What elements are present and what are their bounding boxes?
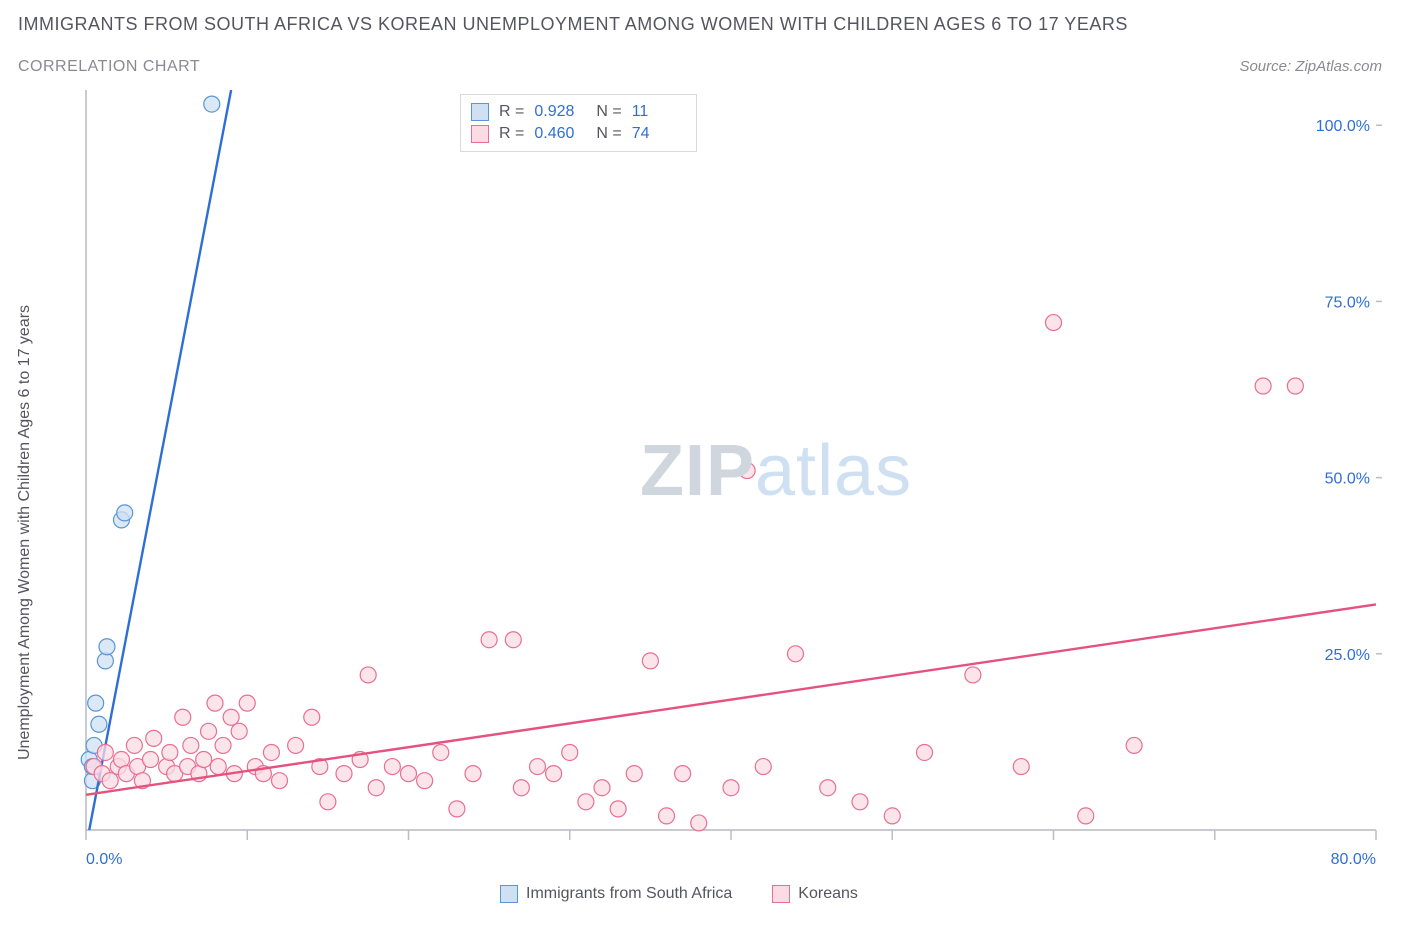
- data-point-koreans: [102, 773, 118, 789]
- r-label: R =: [499, 123, 524, 145]
- y-tick-label: 100.0%: [1316, 118, 1370, 135]
- data-point-koreans: [146, 730, 162, 746]
- legend-item-sa: Immigrants from South Africa: [500, 885, 732, 903]
- data-point-koreans: [562, 744, 578, 760]
- r-label: R =: [499, 101, 524, 123]
- data-point-koreans: [201, 723, 217, 739]
- data-point-koreans: [417, 773, 433, 789]
- data-point-koreans: [207, 695, 223, 711]
- n-value-kr: 74: [632, 123, 684, 145]
- correlation-chart: 0.0% 80.0% 25.0% 50.0% 75.0% 100.0%: [52, 90, 1382, 870]
- data-point-koreans: [231, 723, 247, 739]
- data-point-koreans: [320, 794, 336, 810]
- data-point-koreans: [917, 744, 933, 760]
- data-point-koreans: [368, 780, 384, 796]
- data-point-koreans: [691, 815, 707, 831]
- data-point-koreans: [626, 766, 642, 782]
- data-point-koreans: [610, 801, 626, 817]
- stats-row-sa: R = 0.928 N = 11: [471, 101, 684, 123]
- data-point-koreans: [384, 759, 400, 775]
- legend-label-kr: Koreans: [798, 885, 858, 903]
- trend-line-koreans: [86, 604, 1376, 794]
- data-point-koreans: [183, 737, 199, 753]
- swatch-sa-icon: [500, 885, 518, 903]
- data-point-koreans: [739, 463, 755, 479]
- y-tick-label: 75.0%: [1325, 294, 1370, 311]
- swatch-south-africa: [471, 103, 489, 121]
- data-point-koreans: [1255, 378, 1271, 394]
- r-value-sa: 0.928: [534, 101, 586, 123]
- legend-label-sa: Immigrants from South Africa: [526, 885, 732, 903]
- data-point-koreans: [288, 737, 304, 753]
- data-point-koreans: [1046, 315, 1062, 331]
- data-point-koreans: [642, 653, 658, 669]
- data-point-south-africa: [117, 505, 133, 521]
- data-point-koreans: [1126, 737, 1142, 753]
- legend-item-kr: Koreans: [772, 885, 858, 903]
- data-point-koreans: [449, 801, 465, 817]
- data-point-koreans: [336, 766, 352, 782]
- data-point-koreans: [481, 632, 497, 648]
- data-point-koreans: [659, 808, 675, 824]
- data-point-koreans: [97, 744, 113, 760]
- data-point-koreans: [578, 794, 594, 810]
- data-point-south-africa: [91, 716, 107, 732]
- data-point-koreans: [401, 766, 417, 782]
- data-point-koreans: [360, 667, 376, 683]
- data-point-koreans: [530, 759, 546, 775]
- n-value-sa: 11: [632, 101, 684, 123]
- x-tick-label: 80.0%: [1331, 851, 1376, 868]
- data-point-koreans: [162, 744, 178, 760]
- swatch-kr-icon: [772, 885, 790, 903]
- data-point-koreans: [210, 759, 226, 775]
- data-point-koreans: [513, 780, 529, 796]
- series-legend: Immigrants from South Africa Koreans: [500, 885, 858, 903]
- n-label: N =: [596, 101, 621, 123]
- r-value-kr: 0.460: [534, 123, 586, 145]
- data-point-koreans: [1287, 378, 1303, 394]
- chart-subtitle: CORRELATION CHART: [18, 58, 200, 76]
- data-point-koreans: [263, 744, 279, 760]
- chart-title: IMMIGRANTS FROM SOUTH AFRICA VS KOREAN U…: [18, 14, 1128, 35]
- data-point-south-africa: [204, 96, 220, 112]
- data-point-south-africa: [88, 695, 104, 711]
- data-point-koreans: [196, 752, 212, 768]
- data-point-koreans: [723, 780, 739, 796]
- data-point-koreans: [304, 709, 320, 725]
- data-point-koreans: [143, 752, 159, 768]
- data-point-koreans: [755, 759, 771, 775]
- y-tick-label: 25.0%: [1325, 647, 1370, 664]
- x-tick-label: 0.0%: [86, 851, 122, 868]
- data-point-koreans: [594, 780, 610, 796]
- data-point-koreans: [465, 766, 481, 782]
- data-point-koreans: [1078, 808, 1094, 824]
- data-point-south-africa: [99, 639, 115, 655]
- data-point-koreans: [965, 667, 981, 683]
- data-point-koreans: [1013, 759, 1029, 775]
- data-point-koreans: [126, 737, 142, 753]
- y-axis-label: Unemployment Among Women with Children A…: [16, 305, 34, 760]
- data-point-koreans: [272, 773, 288, 789]
- data-point-koreans: [433, 744, 449, 760]
- trend-line-south-africa: [89, 90, 231, 830]
- data-point-koreans: [852, 794, 868, 810]
- stats-legend: R = 0.928 N = 11 R = 0.460 N = 74: [460, 94, 697, 152]
- data-point-koreans: [223, 709, 239, 725]
- data-point-koreans: [505, 632, 521, 648]
- n-label: N =: [596, 123, 621, 145]
- swatch-koreans: [471, 125, 489, 143]
- stats-row-kr: R = 0.460 N = 74: [471, 123, 684, 145]
- data-point-south-africa: [97, 653, 113, 669]
- data-point-koreans: [239, 695, 255, 711]
- data-point-koreans: [820, 780, 836, 796]
- y-tick-label: 50.0%: [1325, 471, 1370, 488]
- data-point-koreans: [175, 709, 191, 725]
- data-point-koreans: [675, 766, 691, 782]
- source-label: Source: ZipAtlas.com: [1239, 58, 1382, 75]
- data-point-koreans: [788, 646, 804, 662]
- data-point-koreans: [215, 737, 231, 753]
- data-point-koreans: [546, 766, 562, 782]
- data-point-koreans: [884, 808, 900, 824]
